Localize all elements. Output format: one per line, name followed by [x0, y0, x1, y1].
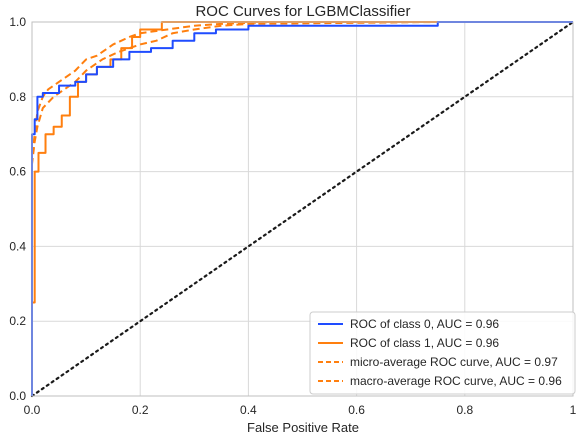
x-tick-label: 0.6	[348, 403, 365, 417]
y-tick-label: 0.0	[9, 389, 26, 403]
roc-series-line-3	[31, 21, 573, 396]
chart-title: ROC Curves for LGBMClassifier	[195, 3, 410, 20]
series-layer	[30, 20, 575, 398]
y-tick-label: 0.2	[9, 314, 26, 328]
roc-series-line-0	[31, 21, 573, 396]
legend-label: ROC of class 0, AUC = 0.96	[350, 317, 499, 331]
x-tick-label: 0.4	[240, 403, 257, 417]
x-axis-label: False Positive Rate	[247, 420, 359, 435]
legend-label: macro-average ROC curve, AUC = 0.96	[350, 374, 562, 388]
x-tick-label: 0.0	[24, 403, 41, 417]
chance-diagonal-line	[30, 20, 575, 398]
x-tick-label: 1	[570, 403, 576, 417]
y-tick-label: 0.8	[9, 90, 26, 104]
y-tick-label: 0.4	[9, 239, 26, 253]
legend-label: ROC of class 1, AUC = 0.96	[350, 336, 499, 350]
y-tick-label: 0.6	[9, 165, 26, 179]
x-tick-label: 0.8	[456, 403, 473, 417]
plot-frame	[31, 21, 574, 397]
legend: ROC of class 0, AUC = 0.96 ROC of class 1…	[309, 311, 576, 395]
legend-label: micro-average ROC curve, AUC = 0.97	[350, 355, 558, 369]
tick-labels: 0.0 0.2 0.4 0.6 0.8 1 0.0 0.2 0.4 0.6 0.8 1.0	[9, 15, 576, 417]
legend-box	[309, 311, 576, 395]
y-tick-label: 1.0	[9, 15, 26, 29]
roc-series-line-2	[31, 21, 573, 396]
x-tick-label: 0.2	[132, 403, 149, 417]
